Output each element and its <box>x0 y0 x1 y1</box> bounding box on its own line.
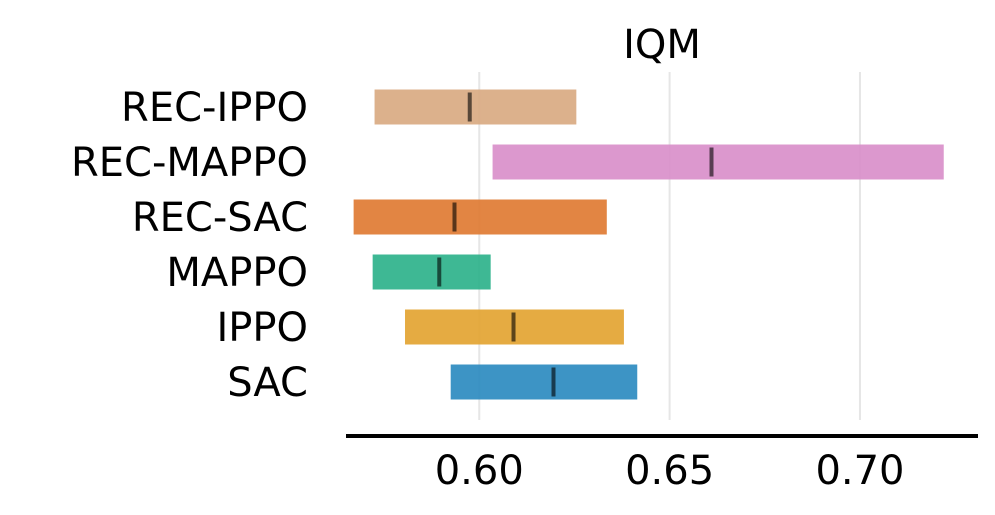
interval-bar <box>374 89 577 125</box>
chart-title: IQM <box>623 22 701 68</box>
x-tick-labels: 0.60 0.65 0.70 <box>435 448 905 494</box>
y-tick-label: REC-IPPO <box>121 85 308 131</box>
y-tick-label: REC-SAC <box>132 195 308 241</box>
interval-bar <box>372 254 491 290</box>
point-estimate-markers <box>437 92 714 397</box>
y-tick-label: REC-MAPPO <box>71 140 308 186</box>
interval-bar <box>492 144 944 180</box>
x-tick-label: 0.65 <box>625 448 714 494</box>
y-tick-labels: REC-IPPO REC-MAPPO REC-SAC MAPPO IPPO SAC <box>71 85 308 406</box>
y-tick-label: SAC <box>227 360 308 406</box>
x-tick-label: 0.70 <box>815 448 904 494</box>
interval-bars <box>353 89 944 400</box>
y-tick-label: MAPPO <box>166 250 308 296</box>
interval-bar <box>450 364 638 400</box>
grid-lines <box>478 72 861 420</box>
interval-bar <box>353 199 607 235</box>
x-tick-label: 0.60 <box>435 448 524 494</box>
y-tick-label: IPPO <box>216 305 308 351</box>
